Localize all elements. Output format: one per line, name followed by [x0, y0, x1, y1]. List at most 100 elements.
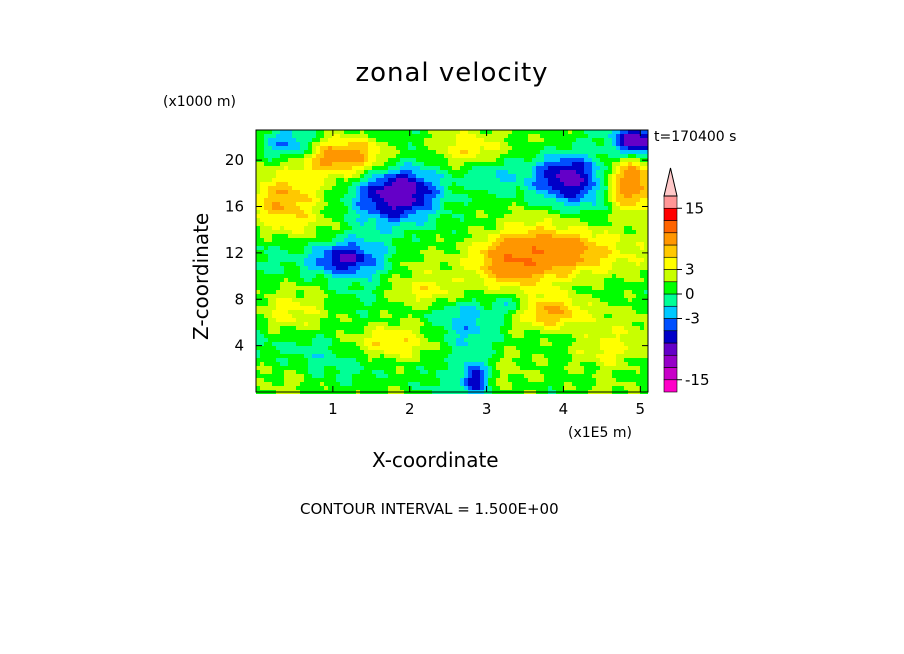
field-cell — [556, 246, 560, 250]
field-cell — [504, 210, 508, 214]
field-cell — [372, 326, 376, 330]
field-cell — [260, 134, 264, 138]
field-cell — [536, 134, 540, 138]
field-cell — [312, 154, 316, 158]
field-cell — [540, 186, 544, 190]
field-cell — [624, 262, 628, 266]
field-cell — [600, 278, 604, 282]
field-cell — [504, 218, 508, 222]
field-cell — [604, 186, 608, 190]
field-cell — [264, 158, 268, 162]
field-cell — [344, 278, 348, 282]
field-cell — [492, 310, 496, 314]
field-cell — [620, 138, 624, 142]
field-cell — [328, 230, 332, 234]
field-cell — [264, 326, 268, 330]
field-cell — [452, 310, 456, 314]
field-cell — [540, 274, 544, 278]
field-cell — [472, 186, 476, 190]
field-cell — [268, 246, 272, 250]
field-cell — [408, 314, 412, 318]
field-cell — [532, 186, 536, 190]
field-cell — [388, 178, 392, 182]
field-cell — [324, 250, 328, 254]
field-cell — [364, 130, 368, 134]
field-cell — [584, 198, 588, 202]
field-cell — [372, 302, 376, 306]
field-cell — [280, 286, 284, 290]
field-cell — [524, 266, 528, 270]
field-cell — [520, 270, 524, 274]
field-cell — [368, 150, 372, 154]
field-cell — [596, 222, 600, 226]
field-cell — [556, 322, 560, 326]
field-cell — [424, 222, 428, 226]
field-cell — [500, 306, 504, 310]
field-cell — [428, 210, 432, 214]
field-cell — [368, 234, 372, 238]
field-cell — [268, 178, 272, 182]
field-cell — [568, 286, 572, 290]
field-cell — [452, 170, 456, 174]
field-cell — [512, 226, 516, 230]
field-cell — [424, 238, 428, 242]
field-cell — [580, 322, 584, 326]
field-cell — [552, 218, 556, 222]
field-cell — [524, 222, 528, 226]
field-cell — [596, 266, 600, 270]
field-cell — [328, 166, 332, 170]
field-cell — [536, 182, 540, 186]
field-cell — [372, 166, 376, 170]
field-cell — [540, 298, 544, 302]
field-cell — [560, 266, 564, 270]
field-cell — [324, 266, 328, 270]
field-cell — [544, 302, 548, 306]
field-cell — [468, 246, 472, 250]
field-cell — [608, 322, 612, 326]
field-cell — [280, 150, 284, 154]
field-cell — [576, 322, 580, 326]
field-cell — [376, 230, 380, 234]
field-cell — [520, 274, 524, 278]
field-cell — [276, 226, 280, 230]
field-cell — [620, 278, 624, 282]
field-cell — [600, 254, 604, 258]
field-cell — [328, 202, 332, 206]
field-cell — [636, 290, 640, 294]
field-cell — [328, 182, 332, 186]
field-cell — [400, 182, 404, 186]
field-cell — [620, 322, 624, 326]
field-cell — [412, 246, 416, 250]
field-cell — [380, 330, 384, 334]
field-cell — [432, 246, 436, 250]
field-cell — [332, 186, 336, 190]
field-cell — [568, 274, 572, 278]
field-cell — [544, 242, 548, 246]
field-cell — [624, 322, 628, 326]
field-cell — [344, 178, 348, 182]
field-cell — [456, 302, 460, 306]
field-cell — [388, 162, 392, 166]
field-cell — [468, 314, 472, 318]
field-cell — [268, 322, 272, 326]
field-cell — [300, 234, 304, 238]
field-cell — [460, 258, 464, 262]
field-cell — [620, 198, 624, 202]
field-cell — [548, 278, 552, 282]
field-cell — [444, 182, 448, 186]
field-cell — [320, 298, 324, 302]
field-cell — [292, 286, 296, 290]
field-cell — [560, 150, 564, 154]
field-cell — [376, 286, 380, 290]
field-cell — [296, 286, 300, 290]
field-cell — [580, 310, 584, 314]
field-cell — [564, 298, 568, 302]
field-cell — [640, 242, 644, 246]
field-cell — [428, 134, 432, 138]
field-cell — [488, 242, 492, 246]
field-cell — [564, 202, 568, 206]
field-cell — [516, 230, 520, 234]
field-cell — [476, 182, 480, 186]
field-cell — [324, 210, 328, 214]
field-cell — [256, 314, 260, 318]
